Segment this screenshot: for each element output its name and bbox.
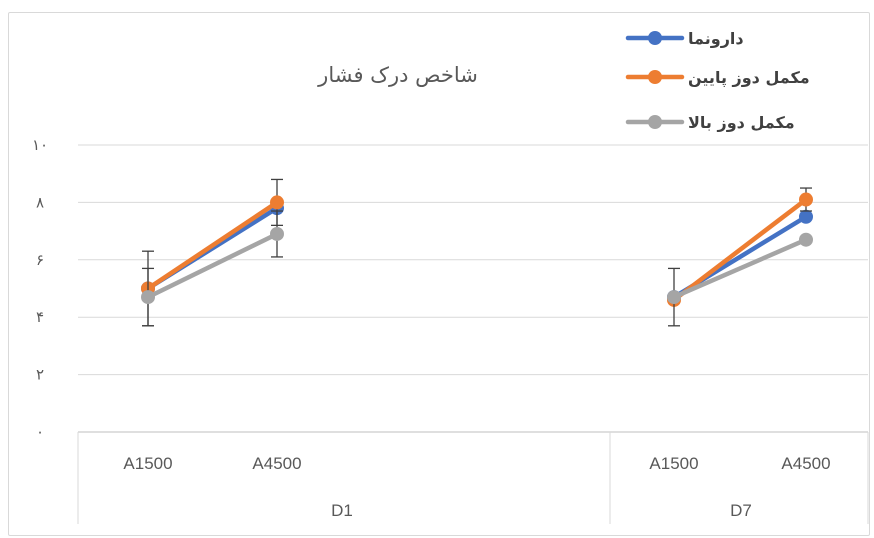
group-label: D1 (331, 501, 353, 520)
axes: ۰ ۲ ۴ ۶ ۸ ۱۰ A1500 A4500 D1 A1500 A4500 D7 (32, 136, 869, 524)
y-tick-label: ۶ (36, 251, 44, 269)
series-line (671, 237, 809, 300)
legend-swatch-marker (648, 115, 662, 129)
data-point (667, 290, 681, 305)
data-point (141, 290, 155, 305)
data-point (799, 232, 813, 247)
group-label: D7 (730, 501, 752, 520)
y-tick-label: ۸ (36, 193, 44, 211)
y-tick-label: ۱۰ (32, 136, 48, 154)
y-tick-label: ۴ (36, 308, 44, 326)
series-line (145, 231, 280, 300)
series-layer (141, 178, 813, 327)
data-point (270, 195, 284, 210)
legend-label: مکمل دوز پایین (688, 68, 810, 88)
legend-swatch-marker (648, 70, 662, 84)
data-point (799, 209, 813, 224)
legend: دارونما مکمل دوز پایین مکمل دوز بالا (625, 29, 810, 132)
legend-label: مکمل دوز بالا (688, 113, 795, 132)
legend-label: دارونما (688, 29, 744, 48)
data-point (799, 192, 813, 207)
data-point (270, 226, 284, 241)
chart-frame (8, 12, 870, 536)
y-tick-label: ۰ (36, 423, 44, 441)
x-tick-label: A4500 (252, 454, 301, 473)
legend-swatch-marker (648, 31, 662, 45)
series-line (145, 200, 280, 291)
chart-title: شاخص درک فشار (317, 63, 478, 87)
series-line (671, 197, 809, 303)
x-tick-label: A1500 (649, 454, 698, 473)
x-tick-label: A1500 (123, 454, 172, 473)
y-tick-label: ۲ (36, 366, 44, 384)
x-tick-label: A4500 (781, 454, 830, 473)
